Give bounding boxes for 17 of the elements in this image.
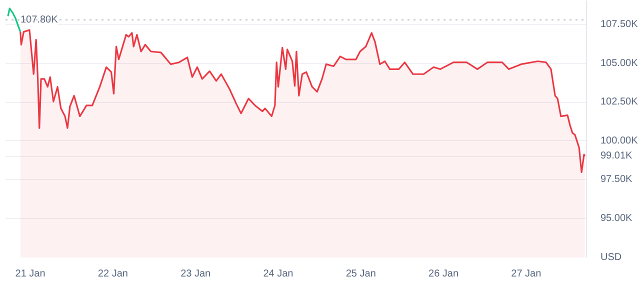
x-tick-label: 26 Jan [428, 268, 459, 280]
y-tick-label: 100.00K [600, 135, 638, 146]
line-series [7, 8, 22, 33]
y-tick-label: 97.50K [600, 174, 633, 186]
x-tick-label: 21 Jan [15, 268, 46, 280]
x-tick-label: 24 Jan [263, 268, 294, 280]
x-tick-label: 27 Jan [511, 268, 542, 280]
x-tick-label: 23 Jan [180, 268, 211, 280]
ref-line-label: 107.80K [20, 14, 58, 26]
y-axis-title: USD [600, 252, 622, 263]
y-tick-label: 105.00K [600, 58, 638, 69]
y-tick-label: 102.50K [600, 96, 638, 108]
y-tick-label: 95.00K [600, 212, 633, 224]
y-tick-label: 99.01K [600, 150, 633, 162]
y-tick-label: 107.50K [600, 19, 638, 30]
x-tick-label: 22 Jan [98, 268, 128, 280]
x-tick-label: 25 Jan [346, 268, 376, 280]
